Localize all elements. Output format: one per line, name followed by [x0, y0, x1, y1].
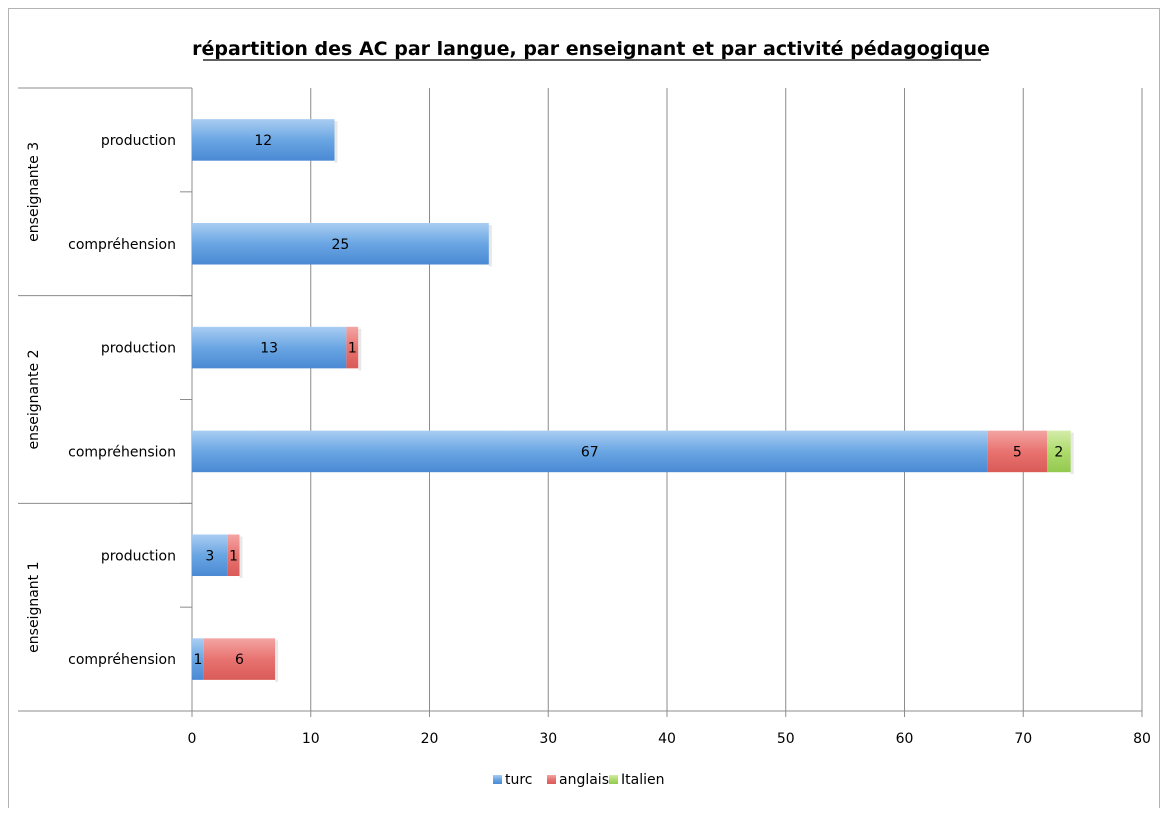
bar-segment	[227, 534, 240, 577]
data-label: 12	[254, 133, 272, 149]
grid-layer	[310, 88, 1143, 711]
x-tick-label: 20	[421, 731, 439, 747]
category-label: production	[101, 341, 176, 357]
legend-swatch	[493, 775, 502, 784]
legend-swatch	[547, 775, 556, 784]
data-label: 3	[205, 548, 214, 564]
category-label: production	[101, 133, 176, 149]
x-tick-label: 10	[302, 731, 320, 747]
category-label: production	[101, 548, 176, 564]
bar-shadow	[488, 224, 492, 267]
x-tick-label: 60	[896, 731, 914, 747]
legend-label: Italien	[621, 772, 664, 788]
bar-shadow	[358, 328, 362, 371]
category-label: compréhension	[68, 652, 176, 668]
x-tick-label: 50	[777, 731, 795, 747]
bar-shadow	[275, 640, 279, 682]
x-tick-label: 70	[1014, 731, 1032, 747]
legend-label: turc	[505, 772, 533, 788]
x-tick-label: 30	[539, 731, 557, 747]
data-label: 1	[348, 341, 357, 357]
bar-shadow	[1070, 432, 1074, 475]
x-tick-label: 80	[1133, 731, 1151, 747]
data-label: 2	[1054, 444, 1063, 460]
data-label: 6	[235, 652, 244, 668]
legend-swatch	[609, 775, 618, 784]
bar-segment	[192, 638, 204, 680]
bar-segment	[203, 638, 276, 680]
bar-segment	[192, 222, 489, 265]
data-label: 25	[332, 237, 350, 253]
data-label: 5	[1013, 444, 1022, 460]
legend-layer: turc anglais Italien	[493, 772, 664, 788]
data-label: 13	[260, 341, 278, 357]
chart-title: répartition des AC par langue, par ensei…	[192, 38, 990, 60]
bar-segment	[192, 430, 988, 473]
bar-shadow	[334, 121, 338, 163]
axis-layer	[18, 87, 1143, 717]
chart-frame	[8, 8, 1160, 808]
group-label: enseignante 3	[26, 142, 42, 242]
bar-segment	[192, 534, 228, 577]
bars-layer	[192, 119, 1074, 682]
category-label: compréhension	[68, 237, 176, 253]
group-label: enseignante 2	[26, 350, 42, 450]
bar-segment	[1047, 430, 1071, 473]
bar-segment	[987, 430, 1047, 473]
data-label: 1	[229, 548, 238, 564]
bar-shadow	[239, 536, 243, 579]
labels-layer: 0 10 20 30 40 50 60 70 80 compréhension production…	[26, 133, 1151, 747]
data-label: 1	[193, 652, 202, 668]
bar-segment	[346, 326, 359, 369]
x-tick-label: 40	[658, 731, 676, 747]
category-label: compréhension	[68, 444, 176, 460]
bar-segment	[192, 326, 347, 369]
bar-segment	[192, 119, 335, 161]
legend-label: anglais	[559, 772, 609, 788]
data-label: 67	[581, 444, 599, 460]
group-label: enseignant 1	[26, 561, 42, 652]
x-tick-label: 0	[188, 731, 197, 747]
